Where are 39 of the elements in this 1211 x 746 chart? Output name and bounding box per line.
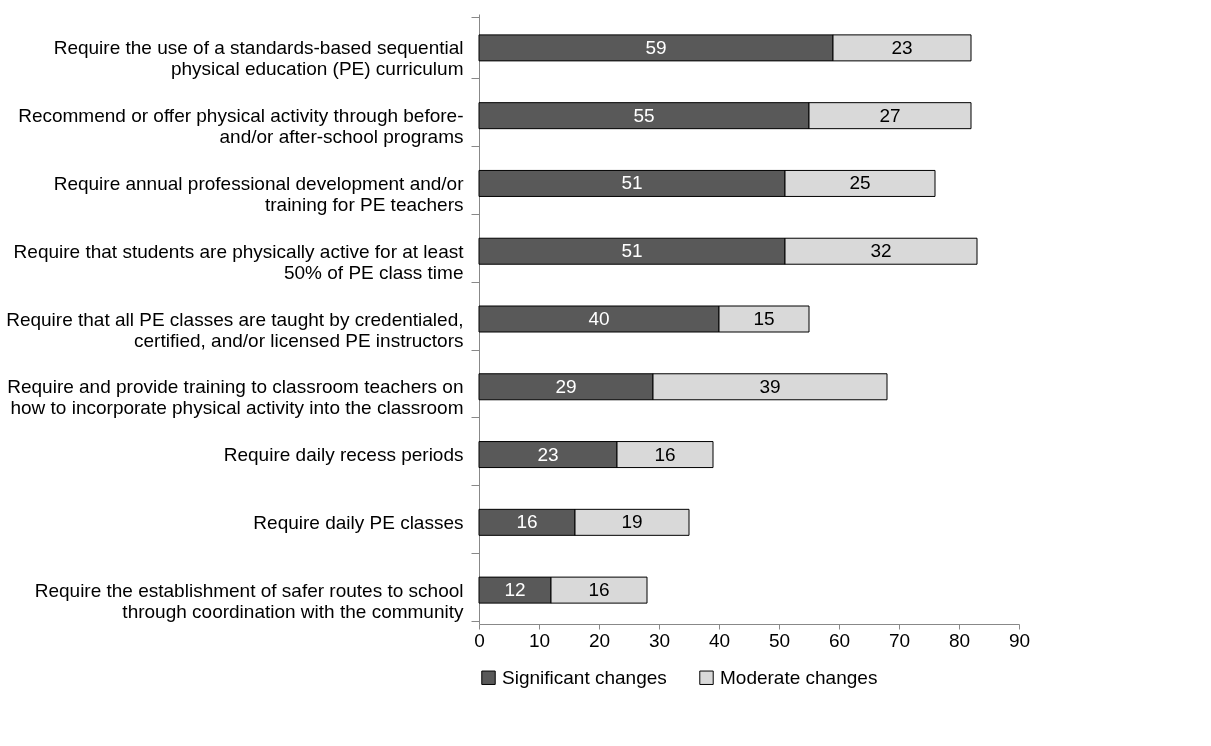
data-label: 19 (621, 511, 643, 533)
x-tick-label: 20 (588, 629, 611, 651)
x-tick-label: 90 (1008, 629, 1031, 651)
x-tick-label: 80 (948, 629, 971, 651)
data-label: 27 (879, 104, 901, 126)
legend-label: Significant changes (502, 666, 667, 688)
x-tick-label: 60 (828, 629, 851, 651)
data-label: 23 (891, 36, 913, 58)
x-tick-label: 40 (708, 629, 731, 651)
data-label: 32 (870, 240, 892, 262)
y-tick-label: Require that students are physically active for at least 50% of PE class time (13, 240, 465, 283)
y-tick-label: Require the establishment of safer routes to school through coordination with the community (34, 579, 464, 622)
y-tick-label: Require daily PE classes (253, 511, 464, 533)
data-label: 15 (753, 308, 775, 329)
data-label: 55 (633, 104, 655, 126)
data-label: 39 (759, 375, 781, 397)
y-tick-label: Require that all PE classes are taught by credentialed, certified, and/or licensed PE instructors (6, 308, 464, 351)
data-label: 16 (516, 511, 538, 533)
x-tick-label: 0 (474, 629, 485, 651)
data-label: 40 (588, 308, 610, 329)
data-label: 12 (504, 579, 526, 601)
x-tick-label: 10 (528, 629, 551, 651)
y-tick-label: Require the use of a standards-based sequential physical education (PE) curriculum (53, 37, 464, 80)
legend-label: Moderate changes (720, 666, 878, 688)
data-label: 51 (621, 240, 643, 262)
data-label: 25 (849, 172, 871, 194)
data-label: 51 (621, 172, 643, 194)
x-tick-label: 30 (648, 629, 671, 651)
x-tick-label: 50 (768, 629, 791, 651)
data-label: 16 (588, 579, 610, 601)
data-label: 29 (555, 375, 577, 397)
y-tick-label: Require annual professional development and/or training for PE teachers (53, 172, 465, 215)
y-tick-label: Recommend or offer physical activity through before- and/or after-school programs (18, 105, 464, 148)
x-tick-label: 70 (888, 629, 911, 651)
y-tick-label: Require daily recess periods (223, 444, 464, 466)
data-label: 59 (645, 36, 667, 58)
data-label: 16 (654, 443, 676, 465)
data-label: 23 (537, 443, 559, 465)
y-tick-label: Require and provide training to classroom teachers on how to incorporate physical activity into the classroom (7, 376, 464, 419)
